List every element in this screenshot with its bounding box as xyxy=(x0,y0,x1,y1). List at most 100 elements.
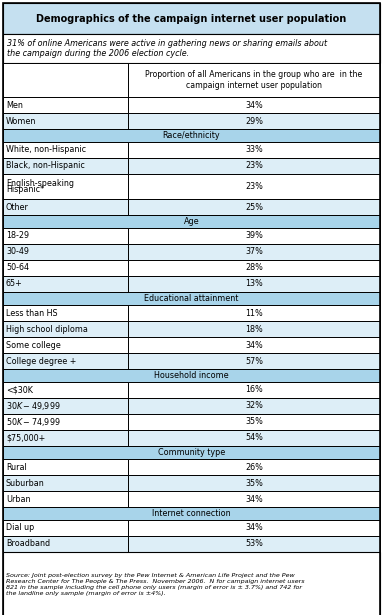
Text: Proportion of all Americans in the group who are  in the
campaign internet user : Proportion of all Americans in the group… xyxy=(146,70,363,90)
Bar xyxy=(3,228,128,244)
Bar xyxy=(3,353,128,369)
Bar xyxy=(128,142,380,158)
Bar xyxy=(128,113,380,129)
Bar xyxy=(128,536,380,552)
Text: 65+: 65+ xyxy=(6,279,23,288)
Bar xyxy=(3,536,128,552)
Bar xyxy=(128,244,380,260)
Text: Community type: Community type xyxy=(158,448,225,457)
Bar xyxy=(128,63,380,97)
Text: 31% of online Americans were active in gathering news or sharing emails about
th: 31% of online Americans were active in g… xyxy=(7,39,327,58)
Bar xyxy=(128,174,380,199)
Bar xyxy=(3,475,128,491)
Bar xyxy=(3,199,128,215)
Text: Age: Age xyxy=(184,217,199,226)
Text: Household income: Household income xyxy=(154,371,229,380)
Text: College degree +: College degree + xyxy=(6,357,76,365)
Bar xyxy=(3,215,380,228)
Bar xyxy=(3,382,128,398)
Text: High school diploma: High school diploma xyxy=(6,325,88,333)
Text: 35%: 35% xyxy=(245,478,263,488)
Bar xyxy=(3,158,128,174)
Bar xyxy=(3,459,128,475)
Text: 35%: 35% xyxy=(245,418,263,426)
Text: Urban: Urban xyxy=(6,494,31,504)
Text: 18-29: 18-29 xyxy=(6,231,29,240)
Text: 23%: 23% xyxy=(245,182,263,191)
Bar xyxy=(3,97,128,113)
Bar xyxy=(128,199,380,215)
Text: $75,000+: $75,000+ xyxy=(6,434,45,443)
Text: 53%: 53% xyxy=(245,539,263,549)
Text: 25%: 25% xyxy=(245,202,263,212)
Text: 34%: 34% xyxy=(245,100,263,109)
Bar xyxy=(128,398,380,414)
Bar xyxy=(3,129,380,142)
Bar xyxy=(128,97,380,113)
Bar xyxy=(3,369,380,382)
Text: 30-49: 30-49 xyxy=(6,247,29,256)
Text: 32%: 32% xyxy=(245,402,263,410)
Bar xyxy=(3,520,128,536)
Text: 18%: 18% xyxy=(245,325,263,333)
Text: 57%: 57% xyxy=(245,357,263,365)
Bar xyxy=(128,414,380,430)
Text: Men: Men xyxy=(6,100,23,109)
Text: Dial up: Dial up xyxy=(6,523,34,533)
Text: 33%: 33% xyxy=(245,146,263,154)
Text: Demographics of the campaign internet user population: Demographics of the campaign internet us… xyxy=(36,14,347,23)
Bar xyxy=(128,337,380,353)
Bar xyxy=(128,430,380,446)
Bar xyxy=(3,414,128,430)
Bar xyxy=(3,305,128,321)
Text: Other: Other xyxy=(6,202,29,212)
Bar xyxy=(3,321,128,337)
Text: 50-64: 50-64 xyxy=(6,263,29,272)
Bar xyxy=(128,520,380,536)
Bar xyxy=(3,63,128,97)
Text: Suburban: Suburban xyxy=(6,478,45,488)
Bar xyxy=(3,276,128,292)
Text: English-speaking: English-speaking xyxy=(6,179,74,188)
Bar xyxy=(128,459,380,475)
Bar xyxy=(3,292,380,305)
Text: Internet connection: Internet connection xyxy=(152,509,231,518)
Text: Some college: Some college xyxy=(6,341,61,349)
Text: 54%: 54% xyxy=(245,434,263,443)
Text: White, non-Hispanic: White, non-Hispanic xyxy=(6,146,86,154)
Bar xyxy=(3,3,380,34)
Text: Race/ethnicity: Race/ethnicity xyxy=(163,131,220,140)
Text: 34%: 34% xyxy=(245,341,263,349)
Bar xyxy=(128,260,380,276)
Bar xyxy=(3,244,128,260)
Bar xyxy=(3,430,128,446)
Bar xyxy=(3,142,128,158)
Bar xyxy=(128,228,380,244)
Bar xyxy=(128,382,380,398)
Bar xyxy=(128,276,380,292)
Text: 29%: 29% xyxy=(245,116,263,125)
Text: 16%: 16% xyxy=(245,386,263,394)
Bar xyxy=(3,507,380,520)
Text: Black, non-Hispanic: Black, non-Hispanic xyxy=(6,162,85,170)
Text: $50K-$74,999: $50K-$74,999 xyxy=(6,416,61,428)
Text: Less than HS: Less than HS xyxy=(6,309,57,317)
Bar xyxy=(3,260,128,276)
Bar xyxy=(3,491,128,507)
Text: 34%: 34% xyxy=(245,494,263,504)
Bar xyxy=(3,113,128,129)
Bar xyxy=(128,321,380,337)
Text: 23%: 23% xyxy=(245,162,263,170)
Bar xyxy=(3,174,128,199)
Text: Educational attainment: Educational attainment xyxy=(144,294,239,303)
Text: Broadband: Broadband xyxy=(6,539,50,549)
Bar xyxy=(3,446,380,459)
Text: 26%: 26% xyxy=(245,462,263,472)
Text: 34%: 34% xyxy=(245,523,263,533)
Text: 11%: 11% xyxy=(245,309,263,317)
Bar xyxy=(128,475,380,491)
Bar xyxy=(3,337,128,353)
Bar xyxy=(3,34,380,63)
Bar xyxy=(128,353,380,369)
Bar xyxy=(3,398,128,414)
